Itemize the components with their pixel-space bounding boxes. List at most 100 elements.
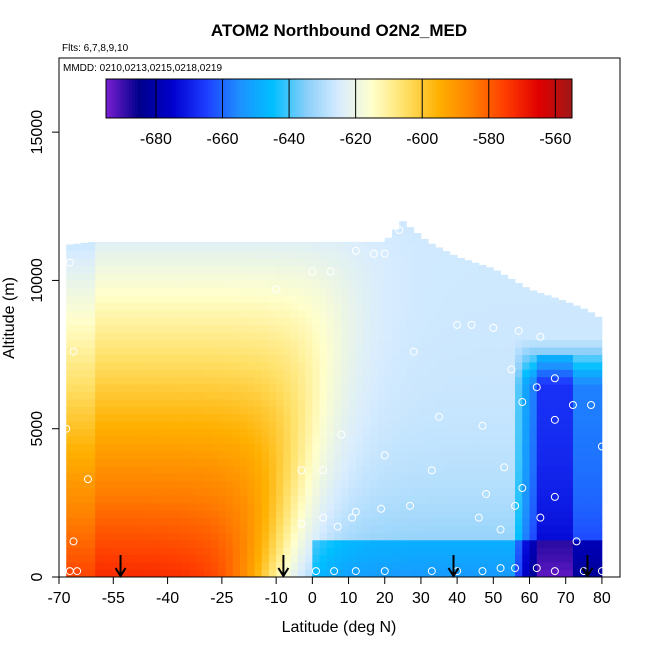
heatmap-cell	[312, 399, 320, 407]
heatmap-cell	[348, 569, 357, 578]
heatmap-cell	[95, 510, 103, 519]
heatmap-cell	[319, 525, 328, 533]
heatmap-cell	[580, 428, 588, 437]
heatmap-cell	[587, 361, 596, 370]
heatmap-cell	[218, 480, 226, 489]
heatmap-cell	[428, 428, 436, 437]
heatmap-cell	[268, 243, 277, 252]
heatmap-cell	[334, 421, 342, 430]
heatmap-cell	[254, 241, 263, 244]
heatmap-cell	[102, 391, 111, 400]
heatmap-cell	[471, 384, 480, 393]
heatmap-cell	[189, 391, 197, 400]
heatmap-cell	[138, 354, 147, 363]
heatmap-cell	[341, 302, 349, 311]
sample-point	[597, 442, 606, 451]
heatmap-cell	[486, 354, 494, 363]
heatmap-cell	[587, 510, 596, 519]
heatmap-cell	[543, 554, 552, 563]
heatmap-cell	[334, 369, 342, 378]
heatmap-cell	[493, 569, 501, 578]
heatmap-cell	[116, 265, 125, 274]
heatmap-cell	[290, 339, 299, 348]
heatmap-cell	[73, 473, 82, 482]
heatmap-cell	[138, 302, 147, 311]
heatmap-cell	[413, 295, 422, 304]
heatmap-cell	[413, 450, 422, 459]
heatmap-cell	[73, 532, 82, 541]
heatmap-cell	[464, 450, 473, 459]
heatmap-cell	[261, 428, 270, 437]
heatmap-cell	[580, 376, 588, 385]
sample-point	[536, 513, 545, 522]
heatmap-cell	[543, 399, 552, 407]
heatmap-cell	[471, 480, 480, 489]
heatmap-cell	[167, 510, 176, 519]
heatmap-cell	[268, 532, 277, 541]
heatmap-cell	[341, 525, 349, 533]
heatmap-cell	[203, 265, 212, 274]
heatmap-cell	[254, 391, 263, 400]
sample-point	[406, 501, 415, 510]
heatmap-cell	[239, 376, 248, 385]
colorbar-swatch	[280, 79, 285, 118]
heatmap-cell	[341, 562, 349, 570]
heatmap-cell	[283, 547, 292, 556]
heatmap-cell	[515, 488, 523, 496]
heatmap-cell	[457, 525, 465, 533]
heatmap-cell	[297, 510, 306, 519]
heatmap-cell	[420, 443, 429, 452]
heatmap-cell	[232, 428, 241, 437]
heatmap-cell	[334, 413, 342, 422]
colorbar-swatch	[467, 79, 471, 118]
heatmap-cell	[160, 465, 168, 474]
heatmap-cell	[66, 280, 74, 289]
heatmap-cell	[254, 547, 263, 556]
heatmap-cell	[507, 287, 516, 296]
heatmap-cell	[102, 502, 111, 511]
heatmap-cell	[500, 384, 509, 393]
heatmap-cell	[268, 554, 277, 563]
heatmap-cell	[457, 280, 465, 289]
heatmap-cell	[406, 443, 415, 452]
heatmap-cell	[153, 376, 161, 385]
heatmap-cell	[87, 324, 96, 333]
heatmap-cell	[145, 332, 154, 341]
heatmap-cell	[167, 295, 176, 304]
heatmap-cell	[131, 436, 140, 444]
heatmap-cell	[522, 547, 530, 556]
heatmap-cell	[391, 250, 400, 259]
heatmap-cell	[247, 384, 255, 393]
heatmap-cell	[153, 265, 161, 274]
heatmap-cell	[116, 273, 125, 281]
heatmap-cell	[276, 361, 284, 370]
heatmap-cell	[420, 480, 429, 489]
heatmap-cell	[138, 384, 147, 393]
heatmap-cell	[87, 280, 96, 289]
heatmap-cell	[457, 554, 465, 563]
heatmap-cell	[182, 517, 190, 526]
heatmap-cell	[160, 569, 168, 578]
heatmap-cell	[507, 436, 516, 444]
heatmap-cell	[572, 305, 581, 311]
heatmap-cell	[239, 421, 248, 430]
heatmap-cell	[153, 250, 161, 259]
heatmap-cell	[124, 399, 132, 407]
heatmap-cell	[449, 517, 458, 526]
heatmap-cell	[305, 295, 313, 304]
heatmap-cell	[189, 428, 197, 437]
heatmap-cell	[319, 280, 328, 289]
heatmap-cell	[203, 317, 212, 326]
heatmap-cell	[522, 287, 530, 289]
colorbar-swatch	[213, 79, 218, 118]
heatmap-cell	[153, 241, 161, 244]
heatmap-cell	[109, 324, 118, 333]
heatmap-cell	[131, 391, 140, 400]
heatmap-cell	[138, 361, 147, 370]
heatmap-cell	[428, 480, 436, 489]
heatmap-cell	[457, 517, 465, 526]
heatmap-cell	[196, 450, 205, 459]
heatmap-cell	[341, 280, 349, 289]
heatmap-cell	[341, 339, 349, 348]
heatmap-cell	[283, 539, 292, 548]
